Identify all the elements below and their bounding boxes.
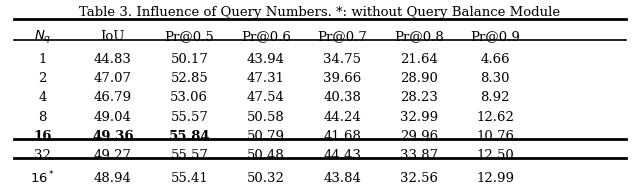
Text: $16^*$: $16^*$ [30, 170, 55, 186]
Text: 49.36: 49.36 [92, 130, 134, 143]
Text: 55.57: 55.57 [170, 110, 208, 124]
Text: 43.94: 43.94 [247, 53, 285, 66]
Text: Pr@0.8: Pr@0.8 [394, 30, 444, 43]
Text: 33.87: 33.87 [400, 149, 438, 162]
Text: 50.48: 50.48 [247, 149, 285, 162]
Text: 8.92: 8.92 [481, 91, 510, 104]
Text: 53.06: 53.06 [170, 91, 209, 104]
Text: 32: 32 [35, 149, 51, 162]
Text: 28.90: 28.90 [400, 72, 438, 85]
Text: 12.50: 12.50 [476, 149, 514, 162]
Text: 49.27: 49.27 [94, 149, 132, 162]
Text: 4.66: 4.66 [481, 53, 510, 66]
Text: 8.30: 8.30 [481, 72, 510, 85]
Text: 50.32: 50.32 [247, 171, 285, 185]
Text: 44.43: 44.43 [323, 149, 361, 162]
Text: 29.96: 29.96 [400, 130, 438, 143]
Text: 44.24: 44.24 [323, 110, 361, 124]
Text: 40.38: 40.38 [323, 91, 361, 104]
Text: 10.76: 10.76 [476, 130, 514, 143]
Text: 12.99: 12.99 [476, 171, 514, 185]
Text: 28.23: 28.23 [400, 91, 438, 104]
Text: 34.75: 34.75 [323, 53, 362, 66]
Text: 44.83: 44.83 [94, 53, 132, 66]
Text: 41.68: 41.68 [323, 130, 361, 143]
Text: 8: 8 [38, 110, 47, 124]
Text: 32.99: 32.99 [400, 110, 438, 124]
Text: $N_q$: $N_q$ [34, 28, 52, 45]
Text: 16: 16 [33, 130, 52, 143]
Text: 48.94: 48.94 [94, 171, 132, 185]
Text: 50.58: 50.58 [247, 110, 285, 124]
Text: 21.64: 21.64 [400, 53, 438, 66]
Text: 12.62: 12.62 [476, 110, 514, 124]
Text: IoU: IoU [100, 30, 125, 43]
Text: 55.41: 55.41 [170, 171, 208, 185]
Text: 46.79: 46.79 [94, 91, 132, 104]
Text: 50.17: 50.17 [170, 53, 208, 66]
Text: Pr@0.5: Pr@0.5 [164, 30, 214, 43]
Text: 50.79: 50.79 [247, 130, 285, 143]
Text: 43.84: 43.84 [323, 171, 361, 185]
Text: 47.07: 47.07 [94, 72, 132, 85]
Text: 1: 1 [38, 53, 47, 66]
Text: 2: 2 [38, 72, 47, 85]
Text: 47.54: 47.54 [247, 91, 285, 104]
Text: 39.66: 39.66 [323, 72, 362, 85]
Text: 55.57: 55.57 [170, 149, 208, 162]
Text: Pr@0.7: Pr@0.7 [317, 30, 367, 43]
Text: 47.31: 47.31 [247, 72, 285, 85]
Text: 52.85: 52.85 [170, 72, 208, 85]
Text: 55.84: 55.84 [168, 130, 210, 143]
Text: 49.04: 49.04 [94, 110, 132, 124]
Text: Pr@0.9: Pr@0.9 [470, 30, 520, 43]
Text: Pr@0.6: Pr@0.6 [241, 30, 291, 43]
Text: 32.56: 32.56 [400, 171, 438, 185]
Text: Table 3. Influence of Query Numbers. *: without Query Balance Module: Table 3. Influence of Query Numbers. *: … [79, 6, 561, 19]
Text: 4: 4 [38, 91, 47, 104]
